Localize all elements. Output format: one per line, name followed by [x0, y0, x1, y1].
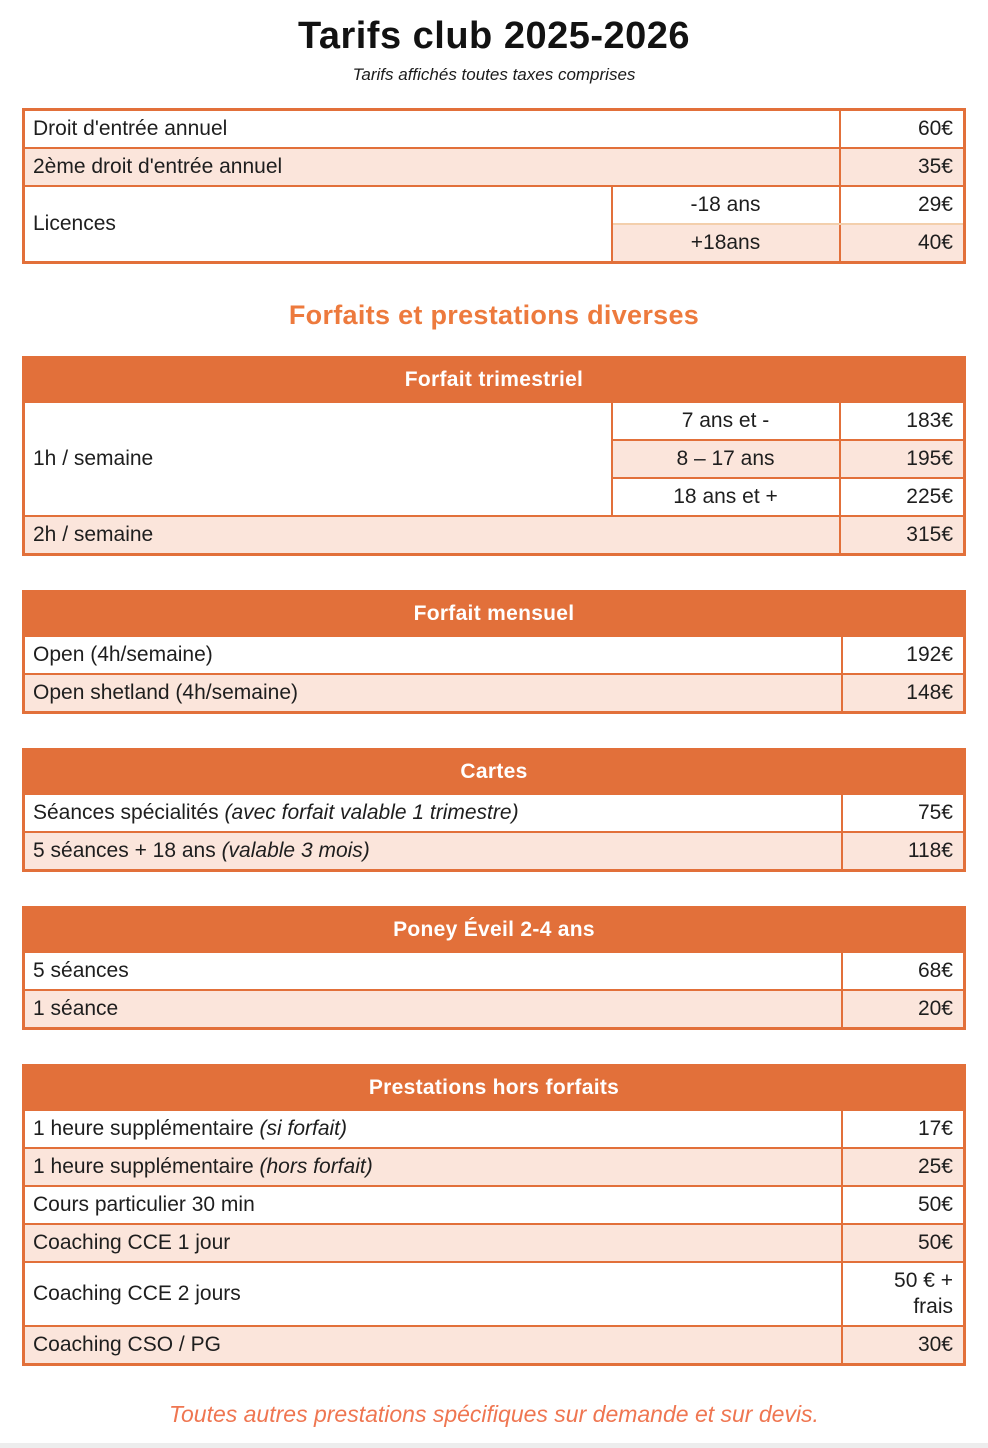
table-row: Licences -18 ans 29€ — [22, 185, 966, 264]
fee-label: 1 heure supplémentaire (hors forfait) — [22, 1147, 843, 1187]
fee-label-text: 1 heure supplémentaire — [33, 1117, 254, 1140]
table-row: +18ans 40€ — [24, 223, 966, 264]
table-row: Open (4h/semaine) 192€ — [22, 635, 966, 675]
fee-label: 5 séances + 18 ans (valable 3 mois) — [22, 831, 843, 872]
table-row: Coaching CCE 1 jour 50€ — [22, 1223, 966, 1263]
table-row: Séances spécialités (avec forfait valabl… — [22, 793, 966, 833]
fee-price: 29€ — [838, 185, 966, 225]
table-row: Coaching CSO / PG 30€ — [22, 1325, 966, 1366]
table-row: 5 séances + 18 ans (valable 3 mois) 118€ — [22, 831, 966, 872]
fee-price: 35€ — [838, 147, 966, 187]
fee-price: 68€ — [840, 951, 966, 991]
fee-price: 183€ — [838, 401, 966, 441]
fee-price: 192€ — [840, 635, 966, 675]
fee-price: 50€ — [840, 1223, 966, 1263]
fee-label-note: (hors forfait) — [259, 1155, 373, 1178]
table-header: Forfait mensuel — [22, 590, 966, 637]
fee-price: 148€ — [840, 673, 966, 714]
table-row: 1h / semaine 7 ans et - 183€ — [22, 401, 966, 517]
fee-label: Open (4h/semaine) — [22, 635, 843, 675]
section-heading: Forfaits et prestations diverses — [288, 300, 700, 330]
fee-price: 195€ — [838, 439, 966, 479]
fee-price: 118€ — [840, 831, 966, 872]
fee-price: 225€ — [838, 477, 966, 517]
fee-label-1h-semaine: 1h / semaine — [22, 401, 613, 517]
table-row: Coaching CCE 2 jours 50 € + frais — [22, 1261, 966, 1327]
table-header-row: Poney Éveil 2-4 ans — [22, 906, 966, 953]
prestations-hors-forfaits-table: Prestations hors forfaits 1 heure supplé… — [22, 1064, 966, 1366]
table-header: Prestations hors forfaits — [22, 1064, 966, 1111]
fee-label: Coaching CCE 1 jour — [22, 1223, 843, 1263]
fee-label-note: (valable 3 mois) — [221, 839, 370, 862]
age-bracket: -18 ans — [610, 185, 841, 225]
fee-label-2h-semaine: 2h / semaine — [22, 515, 841, 556]
table-header-row: Cartes — [22, 748, 966, 795]
table-header-row: Forfait mensuel — [22, 590, 966, 637]
forfait-trimestriel-table: Forfait trimestriel 1h / semaine 7 ans e… — [22, 356, 966, 556]
age-bracket: 18 ans et + — [610, 477, 841, 517]
fee-label: Séances spécialités (avec forfait valabl… — [22, 793, 843, 833]
age-bracket: 8 – 17 ans — [610, 439, 841, 479]
poney-eveil-table: Poney Éveil 2-4 ans 5 séances 68€ 1 séan… — [22, 906, 966, 1030]
page-subtitle: Tarifs affichés toutes taxes comprises — [352, 65, 636, 84]
table-header: Forfait trimestriel — [22, 356, 966, 403]
fee-label: Droit d'entrée annuel — [22, 108, 841, 149]
age-bracket: +18ans — [610, 223, 841, 264]
fee-price: 20€ — [840, 989, 966, 1030]
fee-label: 1 séance — [22, 989, 843, 1030]
table-row: Cours particulier 30 min 50€ — [22, 1185, 966, 1225]
table-row: Droit d'entrée annuel 60€ — [22, 108, 966, 149]
fee-price: 40€ — [838, 223, 966, 264]
table-header-row: Prestations hors forfaits — [22, 1064, 966, 1111]
table-row: 8 – 17 ans 195€ — [24, 439, 966, 479]
table-row: 18 ans et + 225€ — [24, 477, 966, 517]
fee-label-text: 1 heure supplémentaire — [33, 1155, 254, 1178]
table-header: Cartes — [22, 748, 966, 795]
cartes-table: Cartes Séances spécialités (avec forfait… — [22, 748, 966, 872]
fee-label: 5 séances — [22, 951, 843, 991]
fee-price: 17€ — [840, 1109, 966, 1149]
table-row: 2h / semaine 315€ — [22, 515, 966, 556]
fee-label: Coaching CCE 2 jours — [22, 1261, 843, 1327]
table-row: 1 heure supplémentaire (si forfait) 17€ — [22, 1109, 966, 1149]
forfait-mensuel-table: Forfait mensuel Open (4h/semaine) 192€ O… — [22, 590, 966, 714]
fee-label-licences: Licences — [22, 185, 613, 264]
fee-label-text: Séances spécialités — [33, 801, 219, 824]
fee-label: 2ème droit d'entrée annuel — [22, 147, 841, 187]
table-row: 1 séance 20€ — [22, 989, 966, 1030]
fee-price: 75€ — [840, 793, 966, 833]
entry-fees-table: Droit d'entrée annuel 60€ 2ème droit d'e… — [22, 108, 966, 264]
table-row: 2ème droit d'entrée annuel 35€ — [22, 147, 966, 187]
fee-label-text: 5 séances + 18 ans — [33, 839, 216, 862]
table-header: Poney Éveil 2-4 ans — [22, 906, 966, 953]
fee-price: 30€ — [840, 1325, 966, 1366]
table-header-row: Forfait trimestriel — [22, 356, 966, 403]
fee-label-note: (avec forfait valable 1 trimestre) — [224, 801, 519, 824]
page-bottom-edge — [0, 1443, 988, 1448]
footer-note: Toutes autres prestations spécifiques su… — [169, 1401, 819, 1427]
fee-price: 50 € + frais — [840, 1261, 966, 1327]
fee-label: 1 heure supplémentaire (si forfait) — [22, 1109, 843, 1149]
fee-label: Open shetland (4h/semaine) — [22, 673, 843, 714]
fee-price: 50€ — [840, 1185, 966, 1225]
fee-price: 315€ — [838, 515, 966, 556]
fee-price: 25€ — [840, 1147, 966, 1187]
fee-label-note: (si forfait) — [259, 1117, 348, 1140]
page-title: Tarifs club 2025-2026 — [297, 15, 691, 57]
fee-price: 60€ — [838, 108, 966, 149]
table-row: Open shetland (4h/semaine) 148€ — [22, 673, 966, 714]
table-row: 5 séances 68€ — [22, 951, 966, 991]
fee-label: Coaching CSO / PG — [22, 1325, 843, 1366]
age-bracket: 7 ans et - — [610, 401, 841, 441]
fee-label: Cours particulier 30 min — [22, 1185, 843, 1225]
table-row: 1 heure supplémentaire (hors forfait) 25… — [22, 1147, 966, 1187]
